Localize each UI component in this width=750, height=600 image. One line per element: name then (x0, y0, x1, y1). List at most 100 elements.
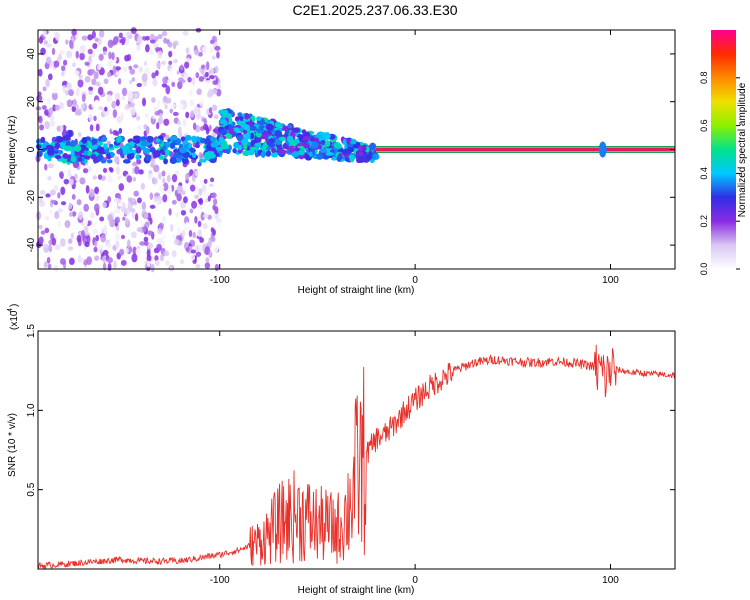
heat-cell (150, 158, 156, 166)
heat-cell (155, 47, 162, 52)
heat-cell (210, 146, 218, 152)
heat-cell (161, 233, 166, 242)
heat-cell (203, 118, 208, 126)
heat-cell (47, 73, 53, 81)
y-tick-label: 0 (26, 146, 37, 152)
heat-cell (204, 137, 211, 145)
heat-cell (192, 231, 196, 239)
heat-cell (52, 88, 58, 94)
heat-cell (77, 79, 84, 88)
heat-cell (194, 143, 200, 149)
heat-cell (76, 234, 82, 243)
heat-cell (67, 238, 73, 244)
heat-cell (90, 212, 95, 219)
heat-cell (115, 99, 120, 107)
heat-cell (181, 156, 189, 165)
heat-cell (198, 76, 204, 82)
heat-cell (136, 45, 141, 51)
snr-x-label: Height of straight line (km) (298, 585, 415, 596)
heat-cell (137, 125, 141, 131)
snr-series-line (37, 344, 675, 571)
heat-cell (222, 112, 228, 118)
heat-cell (51, 91, 58, 101)
heat-cell (145, 35, 150, 41)
heat-cell (51, 237, 57, 246)
heat-cell (60, 201, 67, 206)
heat-cell (216, 51, 220, 59)
heat-cell (89, 124, 94, 132)
heat-cell (62, 59, 68, 66)
heat-cell (179, 64, 184, 71)
heat-cell (152, 78, 158, 87)
heat-cell (205, 257, 210, 264)
heat-cell (81, 93, 86, 103)
heat-cell (301, 129, 307, 135)
heat-cell (151, 72, 156, 79)
heat-cell (40, 230, 46, 235)
heat-cell (164, 104, 168, 110)
heat-cell (86, 250, 92, 256)
heat-cell (95, 196, 99, 202)
heat-cell (189, 208, 194, 214)
colorbar-label: Normalized spectral amplitude (737, 82, 748, 217)
heat-cell (129, 102, 135, 108)
heat-cell (124, 104, 130, 111)
heat-cell (367, 154, 373, 160)
heat-cell (79, 177, 86, 185)
heat-cell (131, 253, 138, 263)
heat-cell (146, 260, 151, 268)
heat-cell (118, 183, 125, 191)
heat-cell (161, 83, 168, 88)
heat-cell (166, 174, 171, 183)
heat-cell (71, 62, 76, 68)
heat-cell (199, 237, 204, 243)
heat-cell (89, 188, 95, 198)
heat-cell (202, 222, 208, 230)
heat-cell (219, 129, 228, 136)
heat-cell (47, 263, 52, 269)
heat-cell (130, 231, 137, 239)
heat-cell (192, 152, 197, 158)
heat-cell (274, 123, 283, 128)
heat-cell (265, 146, 272, 151)
heat-cell (242, 132, 251, 140)
heat-cell (132, 262, 137, 270)
heat-cell (68, 89, 74, 97)
heat-cell (126, 175, 133, 183)
heat-cell (211, 55, 216, 60)
heat-cell (147, 230, 153, 236)
heat-cell (161, 170, 166, 177)
heat-cell (125, 217, 129, 225)
y-tick-label: 1.0 (26, 403, 37, 417)
heat-cell (107, 146, 115, 151)
heat-cell (204, 198, 209, 203)
y-tick-label: 1.5 (26, 324, 37, 338)
snr-multiplier-exponent: 4 (7, 308, 14, 312)
heat-cell (150, 39, 156, 44)
heat-cell (97, 174, 103, 180)
heat-cell (138, 66, 144, 73)
heat-cell (93, 71, 99, 80)
heat-cell (94, 240, 98, 247)
heat-cell (221, 143, 230, 150)
heat-cell (112, 65, 116, 74)
heat-cell (67, 246, 74, 251)
heat-cell (54, 142, 61, 150)
heat-cell (120, 234, 126, 240)
heat-cell (236, 120, 244, 125)
heat-cell (44, 120, 50, 130)
heat-cell (70, 232, 75, 239)
heat-cell (185, 221, 189, 230)
heat-cell (44, 163, 48, 171)
heat-cell (180, 209, 187, 216)
heat-cell (138, 169, 144, 175)
heat-cell (62, 152, 69, 159)
snr-frame (37, 330, 676, 570)
heat-cell (106, 257, 113, 264)
heat-cell (185, 172, 190, 181)
heat-cell (129, 208, 136, 213)
heat-cell (191, 76, 196, 86)
heat-cell (36, 95, 43, 102)
heat-cell (84, 61, 90, 66)
heat-cell (102, 46, 108, 53)
